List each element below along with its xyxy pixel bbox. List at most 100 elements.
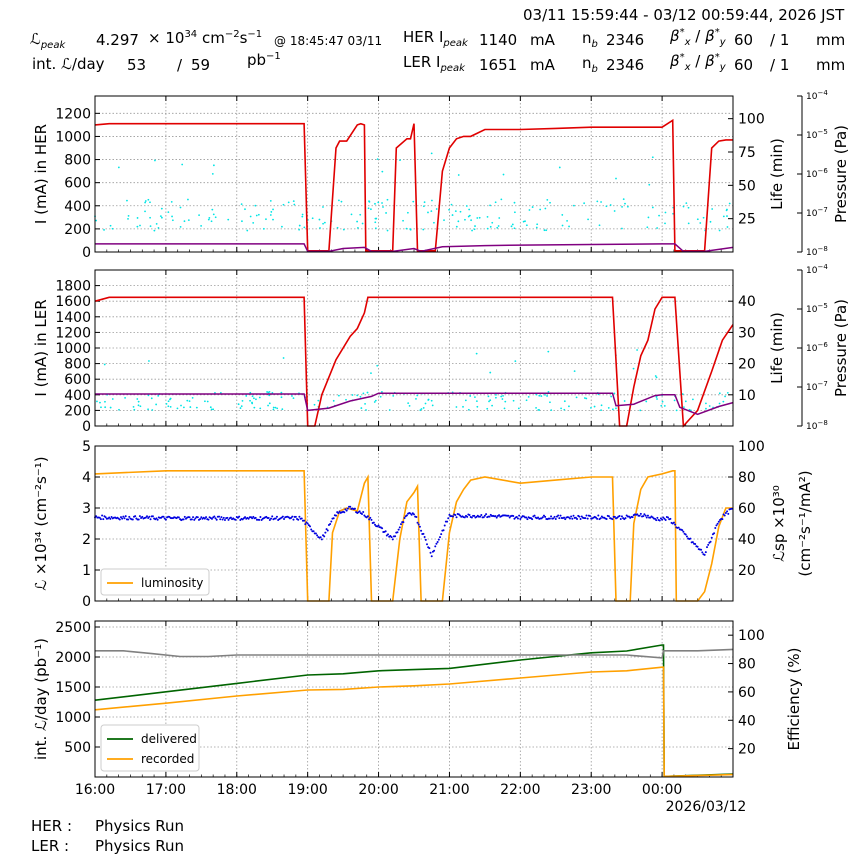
series-luminosity-line xyxy=(94,470,733,602)
lifetime-point xyxy=(502,173,505,176)
specific-lum-point xyxy=(394,535,397,538)
specific-lum-point xyxy=(613,515,616,518)
lifetime-point xyxy=(195,406,198,409)
specific-lum-point xyxy=(128,515,131,518)
specific-lum-point xyxy=(290,516,293,519)
lifetime-point xyxy=(318,218,321,221)
lifetime-point xyxy=(498,217,501,219)
specific-lum-point xyxy=(425,543,428,546)
y-tick-label: 0 xyxy=(82,419,91,435)
peak-lum-value: 4.297 xyxy=(96,31,139,49)
lifetime-point xyxy=(251,395,254,398)
lifetime-point xyxy=(272,218,274,221)
specific-lum-point xyxy=(578,515,581,518)
lifetime-point xyxy=(496,226,499,229)
specific-lum-point xyxy=(440,533,443,536)
lifetime-point xyxy=(257,213,260,216)
specific-lum-point xyxy=(110,516,113,519)
specific-lum-point xyxy=(229,516,232,519)
plot-frame xyxy=(94,445,734,602)
y2-tick-label: 60 xyxy=(738,685,756,701)
y-tick-label: 1000 xyxy=(55,341,91,357)
lifetime-point xyxy=(535,393,538,396)
lifetime-point xyxy=(433,221,435,224)
y2-tick-label: 40 xyxy=(738,532,756,548)
x-date-label: 2026/03/12 xyxy=(666,799,747,815)
y2-tick-label: 100 xyxy=(738,628,765,644)
specific-lum-point xyxy=(309,525,312,528)
lifetime-point xyxy=(685,202,688,205)
pressure-tick-label: 10−6 xyxy=(806,167,828,180)
lifetime-point xyxy=(249,399,251,402)
her-peak-value: 1140 xyxy=(479,31,518,49)
specific-lum-point xyxy=(564,518,567,521)
lifetime-point xyxy=(149,216,151,219)
y2-axis-label: Life (min) xyxy=(768,138,786,210)
lifetime-point xyxy=(585,397,588,400)
lifetime-point xyxy=(345,398,347,401)
y-tick-label: 4 xyxy=(82,470,91,486)
specific-lum-point xyxy=(515,516,518,519)
specific-lum-point xyxy=(701,551,704,554)
lifetime-point xyxy=(455,406,458,408)
specific-lum-point xyxy=(433,549,436,552)
lifetime-point xyxy=(543,229,546,232)
specific-lum-point xyxy=(605,518,608,521)
specific-lum-point xyxy=(101,514,104,517)
specific-lum-point xyxy=(516,517,519,520)
lifetime-point xyxy=(402,219,404,222)
lifetime-point xyxy=(632,367,635,370)
lifetime-point xyxy=(544,393,546,396)
specific-lum-point xyxy=(260,518,263,521)
specific-lum-point xyxy=(544,515,547,518)
lifetime-point xyxy=(361,222,364,225)
specific-lum-point xyxy=(507,514,510,517)
specific-lum-point xyxy=(570,515,573,518)
specific-lum-point xyxy=(585,514,588,517)
lifetime-point xyxy=(664,211,667,214)
y-tick-label: 5 xyxy=(82,439,91,455)
lifetime-point xyxy=(593,405,596,408)
lifetime-point xyxy=(366,391,369,394)
lifetime-point xyxy=(512,399,515,402)
lifetime-point xyxy=(127,214,130,217)
specific-lum-point xyxy=(519,517,522,520)
lifetime-point xyxy=(237,403,240,406)
lifetime-point xyxy=(381,390,383,393)
lifetime-point xyxy=(450,203,453,206)
peak-luminosity-row: ℒpeak xyxy=(30,30,65,51)
specific-lum-point xyxy=(672,521,675,524)
specific-lum-point xyxy=(710,536,713,539)
specific-lum-point xyxy=(554,518,557,521)
specific-lum-point xyxy=(607,515,610,518)
lifetime-point xyxy=(491,404,493,407)
lifetime-point xyxy=(350,213,353,216)
specific-lum-point xyxy=(638,514,641,517)
lifetime-point xyxy=(109,224,112,227)
specific-lum-point xyxy=(99,518,102,521)
lifetime-point xyxy=(728,202,731,205)
lifetime-point xyxy=(287,201,290,204)
lifetime-point xyxy=(687,206,690,209)
lifetime-point xyxy=(546,198,549,201)
lifetime-point xyxy=(208,217,211,219)
lifetime-point xyxy=(451,214,454,216)
lifetime-point xyxy=(468,214,471,217)
specific-lum-point xyxy=(531,518,534,521)
lifetime-point xyxy=(517,407,520,410)
lifetime-point xyxy=(673,399,676,402)
specific-lum-point xyxy=(572,514,575,517)
lifetime-point xyxy=(598,224,601,227)
lifetime-point xyxy=(406,211,409,214)
lifetime-point xyxy=(478,216,481,219)
specific-lum-point xyxy=(681,529,684,532)
specific-lum-point xyxy=(568,517,571,520)
specific-lum-point xyxy=(479,515,482,518)
specific-lum-point xyxy=(423,535,426,538)
y-axis-label: I (mA) in HER xyxy=(32,124,50,224)
legend-label: luminosity xyxy=(141,576,203,590)
pressure-tick-label: 10−6 xyxy=(806,341,828,354)
lifetime-point xyxy=(167,405,170,408)
lifetime-point xyxy=(623,400,626,402)
lifetime-point xyxy=(407,402,410,405)
